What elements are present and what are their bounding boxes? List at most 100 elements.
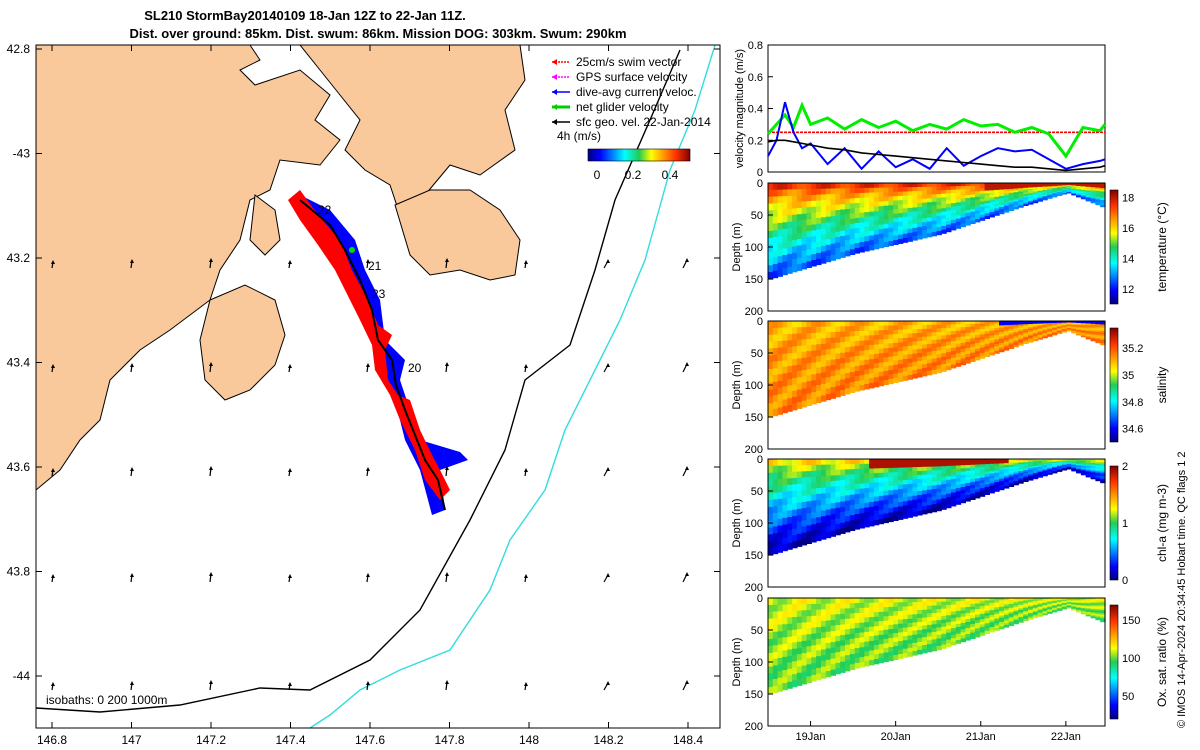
net-velocity-marker — [349, 247, 355, 253]
section-panel-chl-a: 0 50 100 150 200 Depth (m) 0 1 2 chl-a (mg m-3) — [731, 454, 1169, 594]
section-colorbar — [1109, 327, 1119, 443]
colorbar-tick-label: 12 — [1122, 284, 1134, 296]
map-xtick-label: 147.8 — [434, 733, 464, 747]
title-line-2: Dist. over ground: 85km. Dist. swum: 86k… — [129, 26, 626, 41]
geo-velocity-arrow — [445, 258, 449, 269]
map-xtick-label: 146.8 — [37, 733, 67, 747]
depth-tick-label: 200 — [745, 306, 763, 318]
depth-tick-label: 50 — [751, 625, 763, 637]
map-ytick-label: 43.6 — [7, 460, 31, 474]
geo-velocity-arrow — [366, 573, 370, 583]
geo-velocity-arrow — [209, 466, 213, 477]
depth-tick-label: 200 — [745, 721, 763, 733]
colorbar-tick-label: 14 — [1122, 253, 1134, 265]
velocity-ytick-label: 0 — [757, 167, 763, 179]
map-panel: 22 21 23 20 146.8 147 147.2 147.4 147.6 147.8… — [7, 42, 721, 747]
geo-velocity-arrow — [445, 362, 449, 373]
geo-velocity-arrow — [524, 574, 528, 583]
depth-tick-label: 50 — [751, 348, 763, 360]
colorbar-tick-label: 0 — [1122, 575, 1128, 587]
geo-velocity-arrow — [682, 680, 689, 691]
geo-velocity-arrow — [130, 363, 134, 373]
section-colorbar — [1109, 189, 1119, 305]
map-colorbar-tick-02: 0.2 — [625, 168, 642, 182]
depth-tick-label: 150 — [745, 412, 763, 424]
sfc-geo-velocity-arrows — [51, 258, 689, 691]
legend-item: 25cm/s swim vector — [576, 55, 681, 69]
depth-tick-label: 0 — [757, 593, 763, 605]
geo-velocity-arrow — [682, 466, 689, 477]
colorbar-tick-label: 150 — [1122, 615, 1140, 627]
colorbar-tick-label: 34.8 — [1122, 397, 1143, 409]
geo-velocity-arrow — [603, 681, 610, 691]
geo-velocity-arrow — [603, 467, 610, 477]
geo-velocity-arrow — [445, 572, 449, 583]
day-label-20: 20 — [408, 361, 422, 375]
isobath-200 — [36, 49, 681, 713]
section-colorbar — [1109, 465, 1119, 581]
depth-tick-label: 200 — [745, 444, 763, 456]
depth-tick-label: 0 — [757, 178, 763, 190]
map-ytick-label: 43.8 — [7, 565, 31, 579]
geo-velocity-arrow — [288, 468, 292, 477]
map-content: 22 21 23 20 — [36, 45, 716, 728]
section-panel-salinity: 0 50 100 150 200 Depth (m) 34.6 34.8 35 35.2 salin… — [731, 316, 1169, 456]
legend-item: net glider velocity — [576, 100, 669, 114]
geo-velocity-arrow — [288, 260, 292, 269]
geo-velocity-arrow — [603, 259, 610, 269]
depth-axis-label: Depth (m) — [731, 638, 743, 687]
velocity-ytick-label: 0.4 — [748, 104, 763, 116]
colorbar-tick-label: 2 — [1122, 461, 1128, 473]
date-tick-label: 22Jan — [1051, 731, 1081, 743]
map-colorbar-tick-0: 0 — [594, 168, 601, 182]
colorbar-tick-label: 34.6 — [1122, 424, 1143, 436]
isobath-1000 — [309, 45, 716, 728]
geo-velocity-arrow — [603, 573, 610, 583]
map-ytick-label: -44 — [13, 669, 31, 683]
map-colorbar-label: 4h (m/s) — [557, 129, 601, 143]
date-tick-label: 21Jan — [966, 731, 996, 743]
map-frame — [35, 44, 721, 729]
depth-tick-label: 150 — [745, 274, 763, 286]
date-tick-label: 19Jan — [796, 731, 826, 743]
colorbar-tick-label: 100 — [1122, 653, 1140, 665]
footer-credit: © IMOS 14-Apr-2024 20:34:45 Hobart time.… — [1176, 451, 1188, 728]
colorbar-tick-label: 50 — [1122, 691, 1134, 703]
depth-tick-label: 150 — [745, 689, 763, 701]
map-colorbar — [587, 148, 691, 162]
geo-velocity-arrow — [288, 682, 292, 691]
geo-velocity-arrow — [524, 260, 528, 269]
land-island — [249, 194, 281, 256]
map-ytick-label: 43.4 — [7, 356, 31, 370]
geo-velocity-arrow — [51, 468, 55, 477]
geo-velocity-arrow — [209, 258, 213, 269]
day-label-22: 22 — [318, 203, 332, 217]
geo-velocity-arrow — [51, 682, 55, 691]
glider-track — [299, 199, 446, 511]
depth-tick-label: 100 — [745, 242, 763, 254]
depth-tick-label: 0 — [757, 454, 763, 466]
geo-velocity-arrow — [524, 364, 528, 373]
land-peninsula — [199, 284, 286, 401]
title-line-1: SL210 StormBay20140109 18-Jan 12Z to 22-… — [144, 8, 466, 23]
map-xtick-label: 147.2 — [196, 733, 226, 747]
colorbar-tick-label: 18 — [1122, 193, 1134, 205]
geo-velocity-arrow — [51, 260, 55, 269]
land-west — [36, 45, 341, 491]
colorbar-tick-label: 1 — [1122, 518, 1128, 530]
velocity-ytick-label: 0.8 — [748, 40, 763, 52]
section-panel-oxygen-saturation: 0 50 100 150 200 Depth (m) 50 100 150 Ox. sat. ra… — [731, 593, 1169, 743]
velocity-series-line — [767, 101, 1106, 171]
day-label-23: 23 — [372, 287, 386, 301]
depth-tick-label: 100 — [745, 380, 763, 392]
depth-tick-label: 50 — [751, 486, 763, 498]
geo-velocity-arrow — [366, 363, 370, 373]
velocity-series-line — [766, 101, 1107, 159]
geo-velocity-arrow — [209, 362, 213, 373]
geo-velocity-arrow — [445, 466, 449, 477]
colorbar-label: Ox. sat. ratio (%) — [1155, 617, 1169, 707]
depth-axis-label: Depth (m) — [731, 361, 743, 410]
velocity-ylabel: velocity magnitude (m/s) — [734, 49, 746, 168]
